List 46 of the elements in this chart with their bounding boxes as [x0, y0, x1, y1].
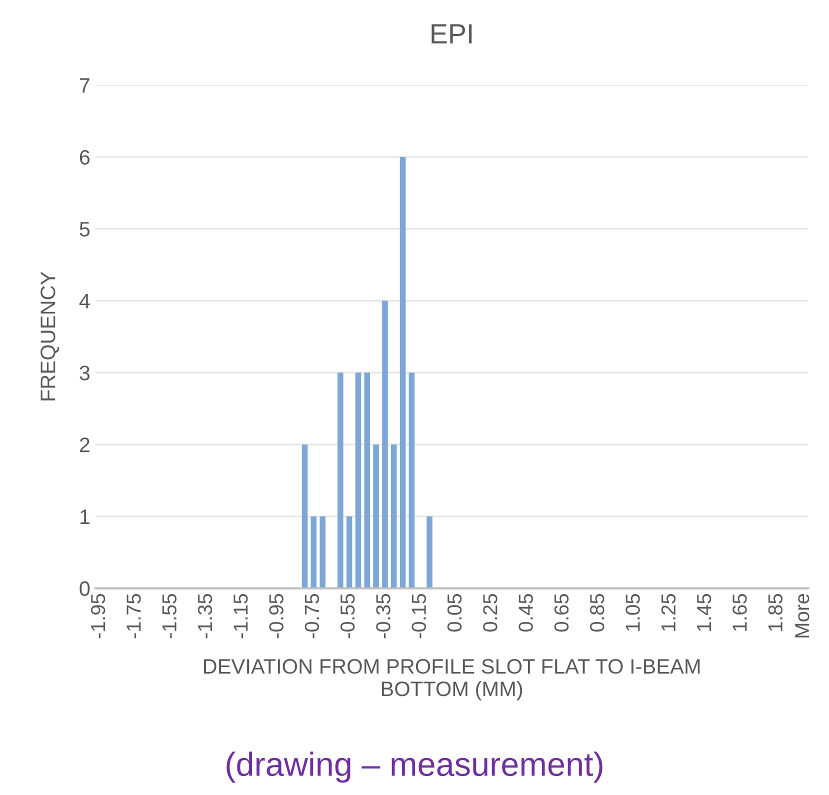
y-tick-label: 7 [80, 78, 90, 93]
x-tick-label: -0.15 [412, 594, 426, 638]
bar [302, 444, 308, 588]
x-tick-label: 0.45 [518, 594, 533, 632]
x-tick-label: -0.95 [269, 594, 284, 638]
bar [346, 516, 352, 588]
x-tick-label: -1.75 [126, 594, 141, 638]
bar [373, 444, 379, 588]
x-tick-label: 0.65 [554, 594, 569, 632]
x-tick-label: -1.15 [234, 594, 248, 638]
y-tick-label: 2 [80, 438, 90, 452]
x-tick-label: More [795, 594, 810, 638]
bar [408, 372, 415, 588]
x-tick-label: -0.55 [340, 594, 355, 638]
bar [400, 156, 406, 588]
x-tick-label: -1.35 [198, 594, 212, 638]
y-axis-title: FREQUENCY [40, 272, 60, 400]
x-tick-label: -0.35 [376, 594, 390, 638]
x-tick-label: 1.05 [626, 594, 640, 631]
y-tick-label: 1 [80, 510, 90, 524]
y-tick-label: 5 [80, 222, 90, 237]
chart-title: EPI [432, 24, 472, 44]
x-tick-label: 0.85 [590, 594, 604, 632]
x-tick-label: 1.25 [661, 594, 676, 631]
y-tick-label: 6 [80, 150, 90, 165]
bar [338, 372, 344, 588]
bar [382, 300, 388, 588]
x-tick-label: 1.45 [697, 594, 712, 631]
x-tick-label: -0.75 [304, 594, 320, 638]
y-tick-label: 4 [79, 294, 90, 308]
bar [364, 372, 370, 588]
x-tick-label: 0.05 [447, 594, 462, 632]
x-tick-label: 1.85 [768, 594, 782, 631]
x-axis-title: DEVIATION FROM PROFILE SLOT FLAT TO I-BEAM BOTTOM (MM) [204, 659, 700, 700]
x-tick-label: -1.95 [90, 594, 106, 638]
bar [426, 516, 432, 588]
bar [390, 444, 397, 588]
text: (drawing – measurement) [226, 752, 602, 783]
y-tick-label: 0 [80, 581, 90, 596]
x-tick-label: -1.55 [162, 594, 176, 638]
y-tick-label: 3 [80, 366, 90, 380]
x-tick-label: 1.65 [732, 594, 747, 631]
bar [310, 516, 317, 588]
x-tick-label: 0.25 [483, 594, 498, 632]
bar [320, 516, 326, 588]
bar [355, 372, 362, 588]
